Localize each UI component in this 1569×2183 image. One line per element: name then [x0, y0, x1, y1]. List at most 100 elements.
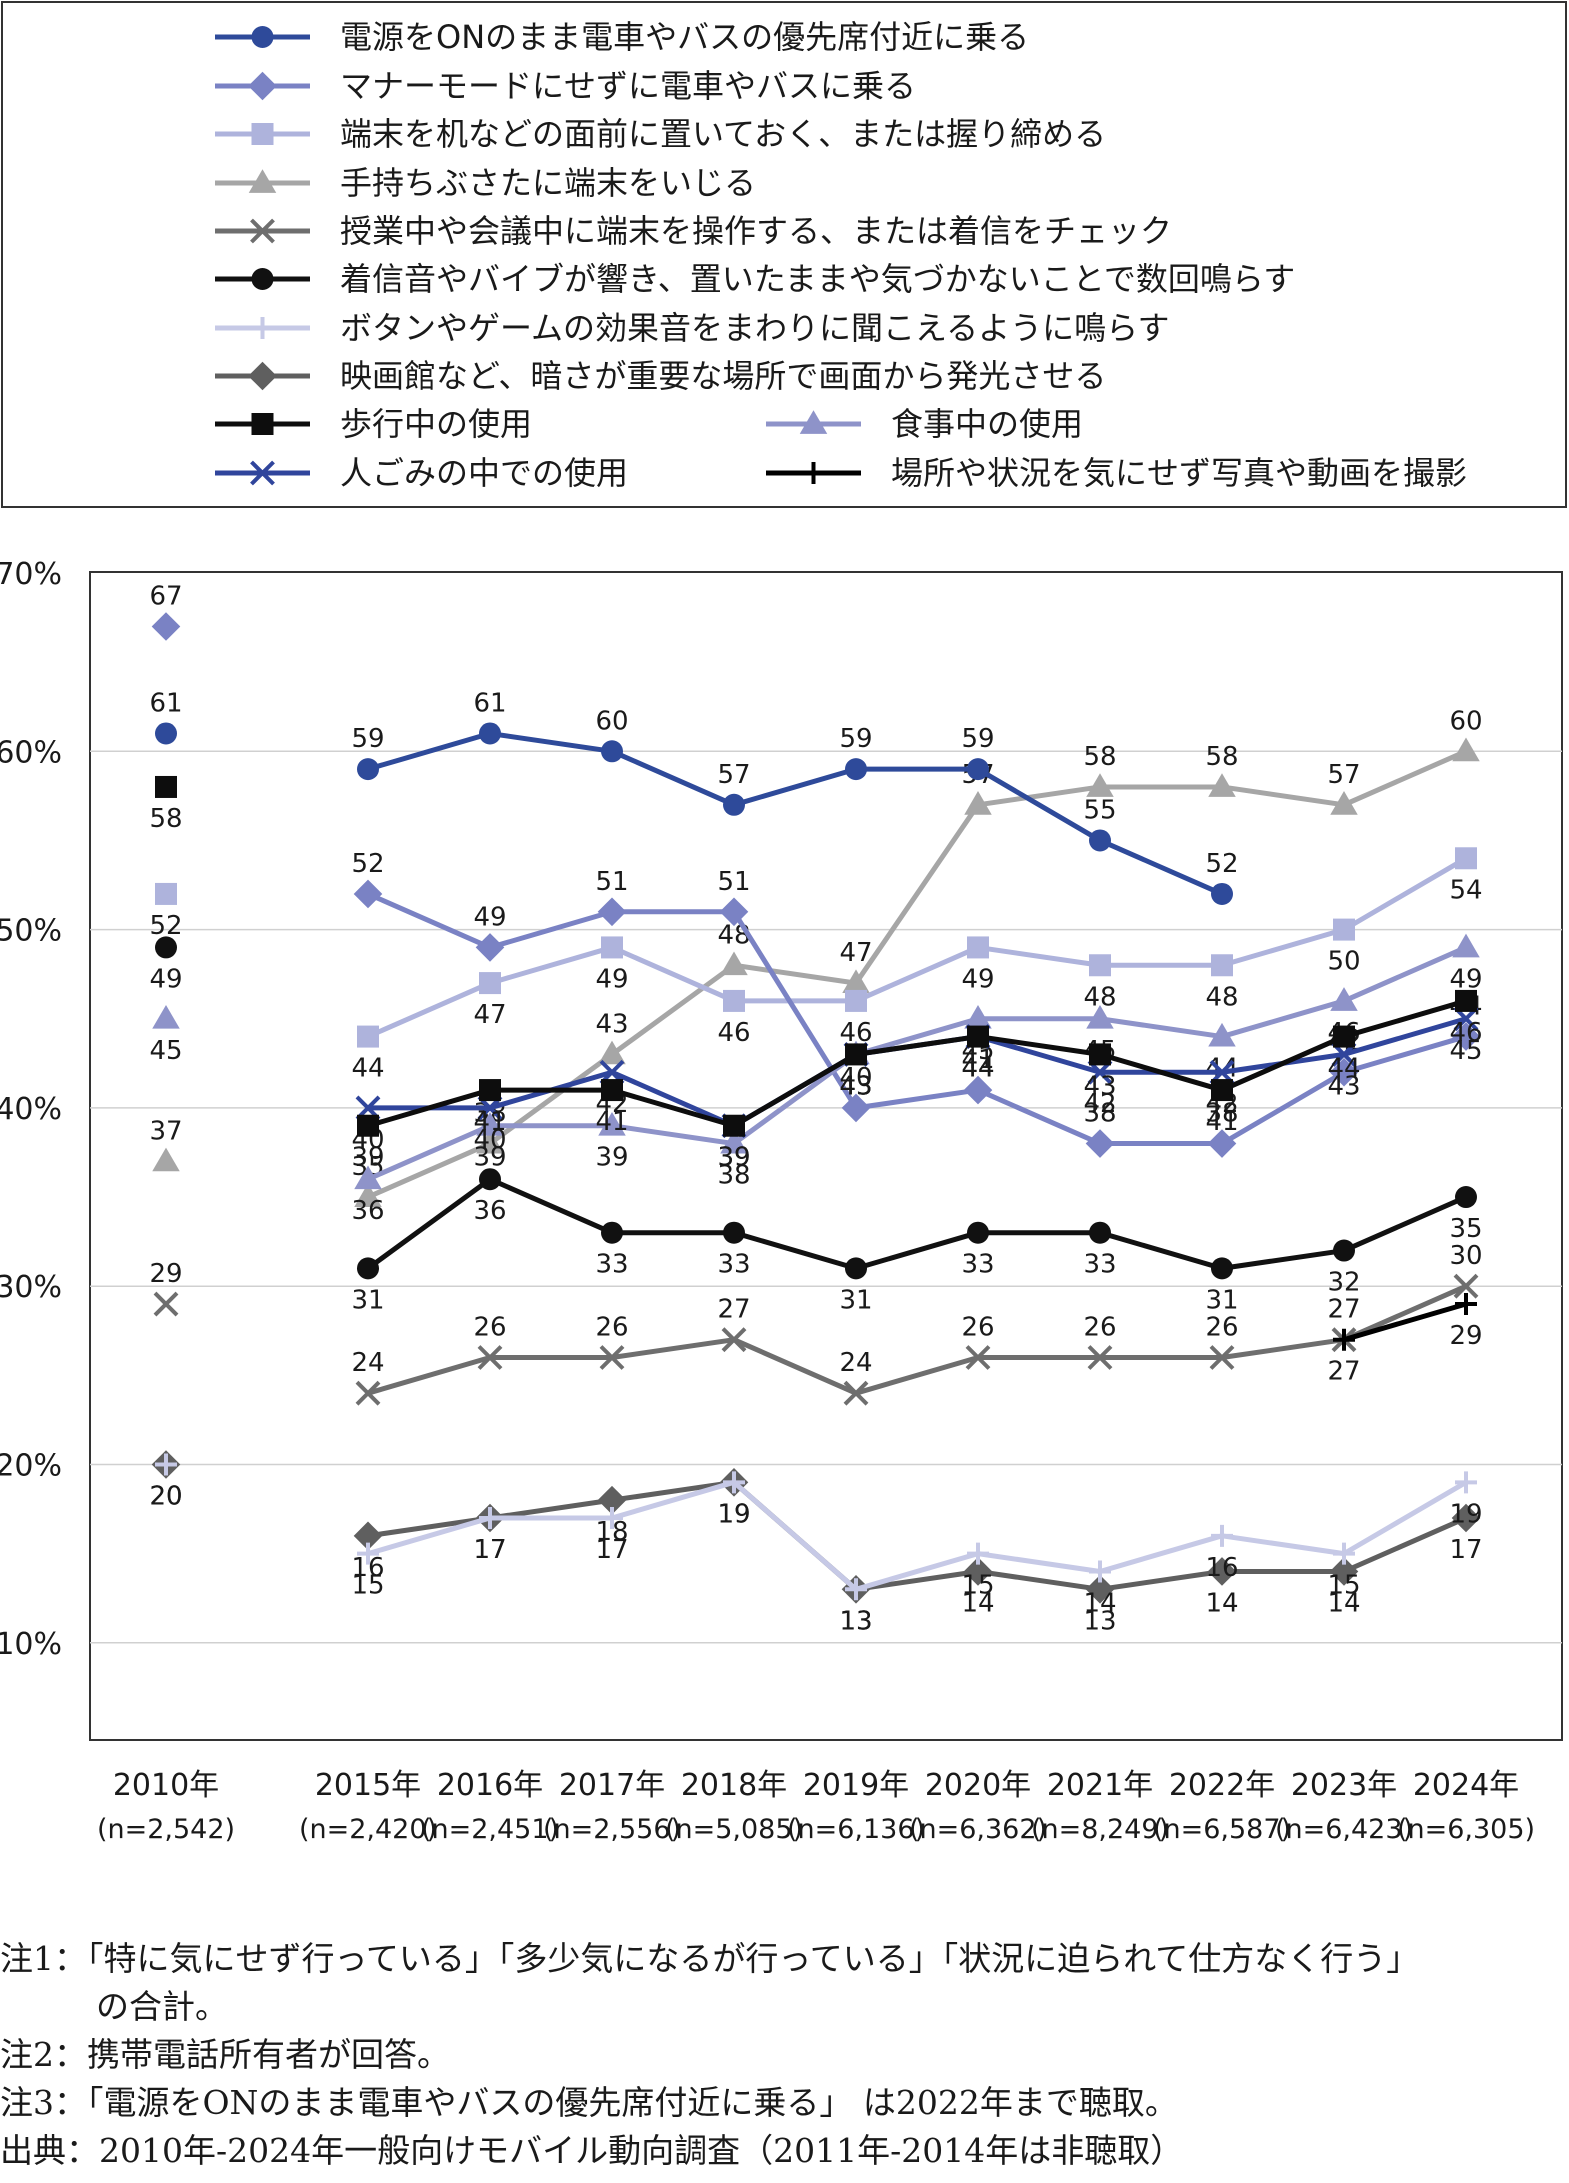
data-point	[723, 989, 745, 1012]
y-tick-label: 10%	[0, 1627, 62, 1662]
data-point	[1089, 1560, 1111, 1583]
data-point	[1208, 1022, 1236, 1047]
data-label: 24	[839, 1348, 872, 1378]
data-point	[353, 879, 383, 909]
data-point	[152, 1005, 180, 1029]
data-label: 37	[149, 1116, 182, 1146]
series-line	[367, 730, 1224, 897]
legend-item: ボタンやゲームの効果音をまわりに聞こえるように鳴らす	[215, 309, 1169, 347]
series-line	[366, 1176, 1468, 1271]
data-point	[1455, 847, 1477, 870]
note-3: 注3：「電源をONのまま電車やバスの優先席付近に乗る」 は2022年まで聴取。	[0, 2083, 1178, 2122]
data-point	[354, 1183, 382, 1207]
data-point	[802, 462, 825, 484]
data-point	[597, 1485, 627, 1515]
series-line	[367, 1283, 1468, 1396]
data-label: 31	[839, 1285, 872, 1315]
data-point	[601, 936, 623, 959]
plot-area	[89, 571, 1563, 1741]
data-label: 15	[351, 1571, 384, 1601]
data-label: 49	[961, 964, 994, 994]
y-axis: 70% 60% 50% 40% 30% 20% 10%	[0, 557, 62, 1662]
data-point	[1453, 1273, 1479, 1299]
series-line	[1343, 1301, 1467, 1343]
data-label: 14	[1083, 1588, 1116, 1618]
data-point	[843, 1380, 869, 1406]
note-1: 注1：「特に気にせず行っている」「多少気になるが行っている」「状況に迫られて仕方…	[0, 1939, 1420, 1978]
data-point	[1086, 773, 1114, 797]
series-line	[366, 945, 1468, 1182]
data-point	[1211, 1257, 1233, 1280]
data-point	[479, 722, 501, 745]
data-label: 20	[149, 1482, 182, 1512]
data-label: 19	[1449, 1499, 1482, 1529]
data-label: 40	[473, 1125, 506, 1155]
data-point	[964, 791, 992, 815]
data-label: 14	[961, 1588, 994, 1618]
data-point	[479, 1079, 501, 1102]
data-point	[1452, 737, 1480, 762]
data-label: 58	[149, 804, 182, 834]
data-label: 41	[961, 1045, 994, 1075]
legend-label: 授業中や会議中に端末を操作する、または着信をチェック	[340, 212, 1172, 250]
data-label: 59	[961, 724, 994, 754]
data-label: 46	[1449, 1018, 1482, 1048]
data-point	[1089, 954, 1111, 977]
data-point	[1085, 1129, 1115, 1158]
data-label: 61	[149, 688, 182, 718]
data-point	[723, 1114, 745, 1137]
data-label: 55	[1083, 795, 1116, 825]
data-point	[357, 758, 379, 781]
y-tick-label: 30%	[0, 1270, 62, 1305]
data-point	[967, 1025, 989, 1048]
data-point	[967, 758, 989, 781]
data-point	[353, 1521, 383, 1551]
data-point	[476, 1129, 504, 1154]
data-label: 44	[351, 1054, 384, 1084]
y-tick-label: 50%	[0, 914, 62, 949]
data-label: 60	[1449, 706, 1482, 736]
data-point	[598, 1040, 626, 1065]
data-point	[251, 26, 274, 48]
series-line	[367, 1479, 1468, 1592]
data-label: 39	[595, 1143, 628, 1173]
data-point	[155, 775, 177, 798]
legend-label: 食事中の使用	[891, 405, 1083, 443]
x-sample-size-label: (n=2,451)	[421, 1814, 559, 1845]
data-label: 49	[473, 902, 506, 932]
data-label: 29	[149, 1259, 182, 1289]
data-label: 45	[1449, 1036, 1482, 1066]
data-point	[963, 1557, 993, 1586]
data-label: 49	[149, 964, 182, 994]
data-label: 17	[473, 1535, 506, 1565]
data-label: 27	[1327, 1357, 1360, 1387]
series-line	[366, 891, 1467, 1147]
legend-item: マナーモードにせずに電車やバスに乗る	[215, 67, 916, 105]
data-label: 15	[961, 1571, 994, 1601]
data-label: 26	[473, 1313, 506, 1343]
data-label: 51	[595, 867, 628, 897]
data-point	[1330, 987, 1358, 1011]
x-tick-label: 2023年	[1291, 1768, 1397, 1803]
data-point	[1451, 1503, 1481, 1533]
legend-item: 電源をONのまま電車やバスの優先席付近に乗る	[215, 18, 1029, 56]
data-point	[1452, 933, 1480, 958]
data-label: 41	[595, 1107, 628, 1137]
series: 61 59 61 60 57 59 59 55 52	[149, 688, 1239, 905]
data-label: 13	[839, 1606, 872, 1636]
data-label: 44	[961, 1054, 994, 1084]
data-point	[251, 123, 274, 145]
data-label: 44	[961, 1054, 994, 1084]
data-point	[1085, 1575, 1115, 1604]
data-point	[965, 1345, 991, 1370]
data-label: 44	[1327, 1054, 1360, 1084]
x-sample-size-label: (n=6,423)	[1275, 1814, 1413, 1845]
data-label: 27	[717, 1295, 750, 1325]
data-point	[477, 1345, 503, 1370]
data-label: 52	[149, 911, 182, 941]
data-point	[1211, 1524, 1233, 1547]
data-label: 17	[595, 1535, 628, 1565]
data-point	[479, 972, 501, 995]
